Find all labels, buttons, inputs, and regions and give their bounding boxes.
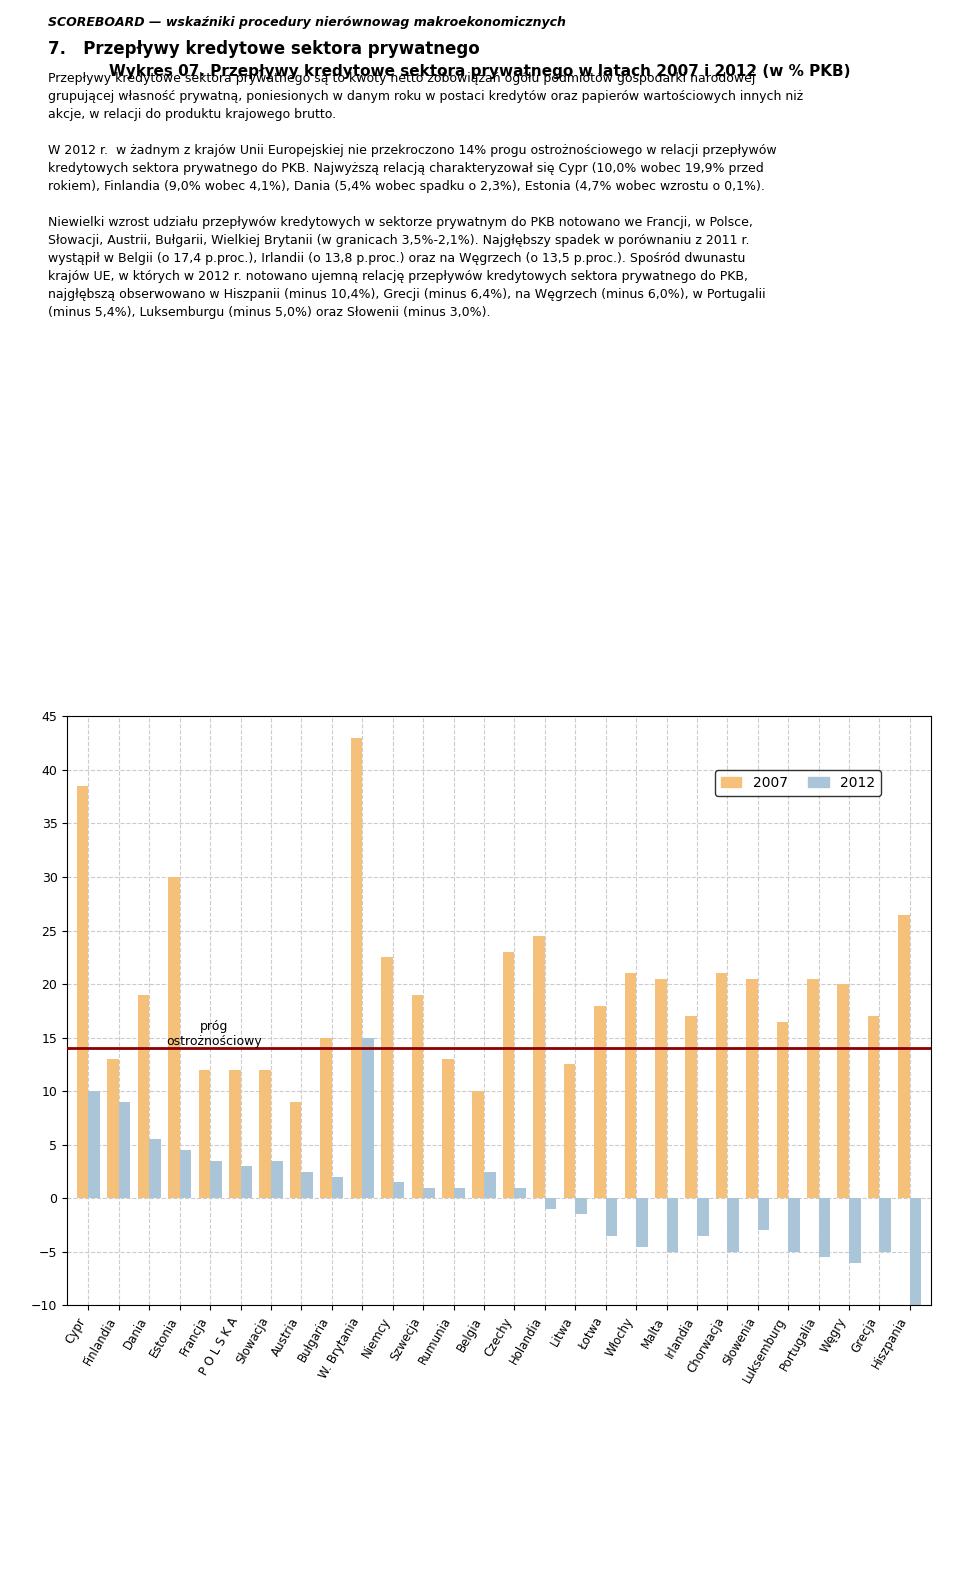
Bar (210, 1161, 222, 1199)
Bar (515, 1188, 526, 1199)
Bar (899, 914, 910, 1199)
Bar (321, 1038, 332, 1199)
Bar (290, 1102, 301, 1199)
Bar (138, 995, 150, 1199)
Bar (423, 1188, 435, 1199)
Bar (564, 1065, 575, 1199)
Bar (442, 1059, 453, 1199)
Bar (575, 1199, 587, 1215)
Bar (910, 1199, 922, 1305)
Bar (332, 1176, 344, 1199)
Bar (807, 979, 819, 1199)
Bar (180, 1149, 191, 1199)
Bar (746, 979, 757, 1199)
Bar (301, 1172, 313, 1199)
Text: SCOREBOARD — wskaźniki procedury nierównowag makroekonomicznych: SCOREBOARD — wskaźniki procedury nierówn… (48, 16, 565, 29)
Bar (241, 1167, 252, 1199)
Bar (594, 1006, 606, 1199)
Bar (229, 1070, 241, 1199)
Bar (879, 1199, 891, 1251)
Bar (484, 1172, 495, 1199)
Bar (393, 1183, 404, 1199)
Bar (412, 995, 423, 1199)
Bar (119, 1102, 131, 1199)
Bar (199, 1070, 210, 1199)
Bar (472, 1091, 484, 1199)
Text: Przepływy kredytowe sektora prywatnego są to kwoty netto zobowiązań ogółu podmio: Przepływy kredytowe sektora prywatnego s… (48, 72, 804, 318)
Bar (819, 1199, 830, 1258)
Text: 7.   Przepływy kredytowe sektora prywatnego: 7. Przepływy kredytowe sektora prywatneg… (48, 40, 480, 57)
Text: Wykres 07. Przepływy kredytowe sektora prywatnego w latach 2007 i 2012 (w % PKB): Wykres 07. Przepływy kredytowe sektora p… (109, 64, 851, 78)
Bar (545, 1199, 557, 1208)
Bar (777, 1022, 788, 1199)
Bar (108, 1059, 119, 1199)
Bar (606, 1199, 617, 1235)
Bar (655, 979, 666, 1199)
Bar (788, 1199, 800, 1251)
Bar (716, 973, 728, 1199)
Bar (503, 952, 515, 1199)
Bar (685, 1016, 697, 1199)
Bar (636, 1199, 648, 1247)
Bar (350, 737, 362, 1199)
Text: próg
ostrożnościowy: próg ostrożnościowy (166, 1020, 262, 1049)
Bar (150, 1140, 161, 1199)
Bar (625, 973, 636, 1199)
Bar (453, 1188, 466, 1199)
Bar (168, 877, 180, 1199)
Bar (271, 1161, 282, 1199)
Bar (837, 984, 849, 1199)
Bar (757, 1199, 769, 1231)
Bar (868, 1016, 879, 1199)
Bar (533, 936, 545, 1199)
Bar (381, 957, 393, 1199)
Bar (849, 1199, 860, 1262)
Bar (697, 1199, 708, 1235)
Bar (728, 1199, 739, 1251)
Bar (362, 1038, 373, 1199)
Bar (259, 1070, 271, 1199)
Bar (77, 786, 88, 1199)
Bar (666, 1199, 678, 1251)
Bar (88, 1091, 100, 1199)
Legend: 2007, 2012: 2007, 2012 (715, 771, 881, 796)
